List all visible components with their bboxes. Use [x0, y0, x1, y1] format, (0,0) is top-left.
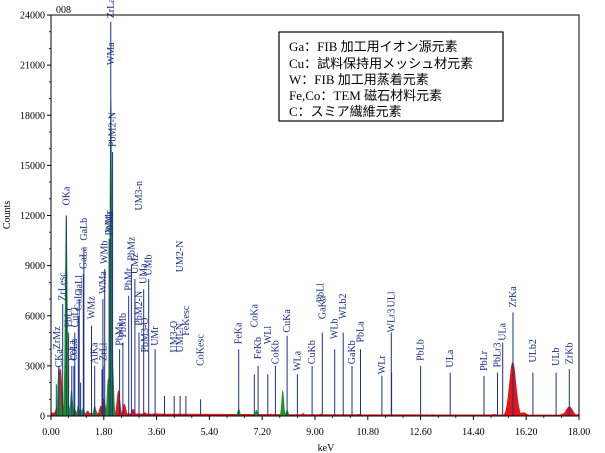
x-tick-label: 9.00 [306, 427, 324, 438]
x-tick-label: 1.80 [95, 427, 113, 438]
peak-label: WLb [330, 319, 341, 340]
peak-label: UMr [150, 326, 161, 346]
peak-label: ULa [498, 322, 509, 340]
x-tick-label: 5.40 [201, 427, 219, 438]
peak-label: PbMr [124, 267, 135, 290]
peak-label: FeLa [67, 340, 78, 361]
peak-marker-layer [55, 21, 570, 416]
peak-label: CuKb [307, 340, 318, 364]
peak-label: ULb2 [528, 339, 539, 362]
peak-label: PbLr3 [493, 343, 504, 368]
sample-label: 008 [56, 5, 71, 16]
peak-label: UM2-N [175, 241, 186, 273]
peak-label: UMb [144, 254, 155, 275]
y-tick-label: 21000 [20, 61, 45, 72]
peak-label: ZrLl [99, 342, 110, 361]
peak-label: CoKesc [196, 334, 207, 366]
y-tick-label: 15000 [20, 161, 45, 172]
peak-label: WMb [100, 241, 111, 264]
peak-label: WLr [377, 355, 388, 375]
x-tick-label: 10.80 [357, 427, 380, 438]
annotation-line-1: Ga：FIB 加工用イオン源元素 [289, 39, 458, 54]
annotation-line-5: C：スミア繊維元素 [289, 104, 402, 119]
peak-label: PbMz [126, 236, 137, 260]
peak-label: WMr [104, 210, 115, 232]
peak-label: PbM2-N [108, 112, 119, 147]
peak-label: ZrLa [106, 0, 117, 18]
annotation-frame [278, 31, 504, 122]
peak-label: PbMz [105, 211, 116, 235]
peak-label: PbLa [356, 321, 367, 343]
peak-label: ZrKa [508, 286, 519, 308]
y-tick-label: 12000 [20, 211, 45, 222]
x-tick-label: 3.60 [148, 427, 166, 438]
annotation-line-2: Cu：試料保持用メッシュ材元素 [289, 56, 473, 71]
annotation-line-3: W：FIB 加工用蒸着元素 [289, 72, 429, 87]
peak-label: ZrMz [52, 326, 63, 349]
peak-label: FeKesc [181, 305, 192, 336]
peak-label: CoKb [270, 340, 281, 364]
peak-label: PbMb [118, 313, 129, 337]
peak-label: ULl [387, 291, 398, 307]
peak-label: AlKa [90, 342, 101, 364]
peak-label: WMa [98, 271, 109, 294]
peak-label: PbM3-O [140, 317, 151, 352]
peak-label: CoLa [69, 338, 80, 361]
peak-label: PbLr [479, 350, 490, 371]
x-tick-label: 12.60 [409, 427, 432, 438]
x-axis-title: keV [318, 443, 335, 453]
peak-label: GaKa [317, 295, 328, 319]
peak-label: WLl [263, 326, 274, 345]
peak-label: CuKa [282, 309, 293, 333]
peak-label: CuLl [70, 307, 81, 328]
peak-label: CoKa [249, 304, 260, 328]
x-tick-label: 16.20 [515, 427, 538, 438]
annotation-line-4: Fe,Co：TEM 磁石材料元素 [289, 88, 442, 103]
y-tick-label: 9000 [25, 261, 45, 272]
peak-label: WMa [106, 42, 117, 65]
peak-label: UMa [139, 263, 150, 284]
peak-label: WLr3 [386, 309, 397, 333]
peak-label: FeKa [234, 322, 245, 344]
peak-label: UM3-O [169, 321, 180, 353]
axis-layer: 0.00 1.80 3.60 5.40 7.20 9.00 10.80 12.60 14.40 1… [20, 11, 590, 439]
peak-label: UMz [130, 253, 141, 274]
x-tick-label: 7.20 [253, 427, 271, 438]
peak-label: ZrLesc [58, 272, 69, 301]
y-axis-title: Counts [2, 201, 13, 229]
peak-label: OKa [61, 186, 72, 205]
peak-label-layer: CKaZrMzZrLescOKaFeLaCoLaPbLrCuLlCuLaGaLl… [52, 0, 575, 374]
peak-label: ZrKb [564, 343, 575, 365]
peak-label: ULa [445, 349, 456, 367]
peak-label: FeKb [253, 337, 264, 359]
peak-label: GaLa [78, 246, 89, 269]
annotation-box: Ga：FIB 加工用イオン源元素 Cu：試料保持用メッシュ材元素 W：FIB 加… [278, 31, 504, 122]
peak-label: PbLl [315, 283, 326, 303]
peak-label: WMz [87, 296, 98, 319]
peak-label: PbLb [416, 339, 427, 361]
peak-label: ULb [551, 348, 562, 366]
peak-label: UM3-n [134, 181, 145, 210]
x-tick-label: 14.40 [462, 427, 485, 438]
y-tick-label: 6000 [25, 311, 45, 322]
peak-label: CKa [54, 349, 65, 368]
y-tick-label: 3000 [25, 361, 45, 372]
peak-label: WLa [292, 350, 303, 371]
peak-label: UMl-N [175, 323, 186, 352]
peak-label: PbMa [115, 321, 126, 345]
peak-label: PbM2-N [134, 291, 145, 326]
peak-label: GaLb [79, 218, 90, 241]
peak-label: CuLa [73, 288, 84, 311]
y-tick-label: 18000 [20, 111, 45, 122]
y-tick-label: 0 [40, 412, 45, 423]
y-tick-label: 24000 [20, 11, 45, 22]
x-tick-label: 0.00 [42, 427, 60, 438]
peak-label: GaLl [74, 275, 85, 296]
peak-label: PbLr [64, 307, 75, 328]
peak-label: WLb2 [338, 294, 349, 320]
peak-label: GaKb [347, 340, 358, 364]
x-tick-label: 18.00 [568, 427, 591, 438]
